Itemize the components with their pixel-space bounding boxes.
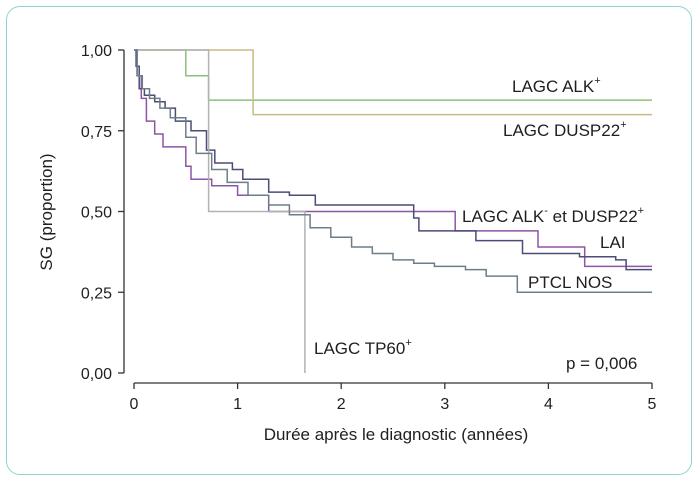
curve-lai — [134, 49, 652, 271]
curve-lagc-tp60 — [134, 49, 306, 373]
curve-lagc-alk — [134, 49, 652, 268]
axes: 0,00 0,25 0,50 0,75 1,00 0 1 2 3 4 5 — [81, 43, 657, 413]
x-tick-label: 2 — [337, 396, 346, 413]
y-tick-label: 0,00 — [81, 366, 112, 383]
p-value-annotation: p = 0,006 — [566, 354, 637, 373]
label-lagc-alk-pos: LAGC ALK+ — [512, 75, 601, 96]
curve-ptcl-nos — [134, 49, 652, 294]
x-tick-label: 1 — [233, 396, 242, 413]
label-lagc-tp60-pos: LAGC TP60+ — [314, 337, 412, 358]
series-labels: LAGC ALK+ LAGC DUSP22+ LAGC ALK- et DUSP… — [314, 75, 644, 358]
y-tick-label: 0,75 — [81, 124, 112, 141]
x-tick-label: 4 — [544, 396, 553, 413]
chart-frame — [6, 6, 692, 475]
label-ptcl-nos: PTCL NOS — [528, 273, 612, 292]
x-tick-label: 3 — [440, 396, 449, 413]
label-lagc-alk-neg-dusp22-pos: LAGC ALK- et DUSP22+ — [462, 205, 644, 226]
y-ticks: 0,00 0,25 0,50 0,75 1,00 — [81, 43, 124, 383]
y-tick-label: 1,00 — [81, 43, 112, 60]
survival-curves — [134, 49, 652, 373]
label-lai: LAI — [600, 233, 626, 252]
x-ticks: 0 1 2 3 4 5 — [130, 383, 657, 413]
y-axis-title: SG (proportion) — [37, 153, 56, 270]
y-tick-label: 0,25 — [81, 285, 112, 302]
y-tick-label: 0,50 — [81, 205, 112, 222]
x-tick-label: 5 — [648, 396, 657, 413]
label-lagc-dusp22-pos: LAGC DUSP22+ — [503, 119, 627, 140]
x-tick-label: 0 — [130, 396, 139, 413]
x-axis-title: Durée après le diagnostic (années) — [264, 425, 529, 444]
